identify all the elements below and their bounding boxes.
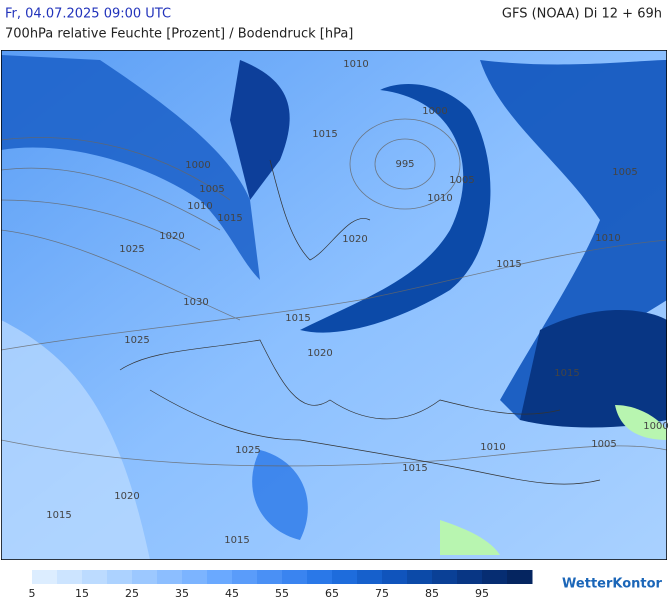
colorbar-bin [332, 570, 358, 584]
colorbar-bin [357, 570, 383, 584]
humidity-area [1, 55, 260, 280]
datetime: Fr, 04.07.2025 09:00 UTC [5, 7, 171, 22]
dry-area [615, 405, 667, 440]
humidity-area [480, 60, 667, 420]
colorbar-tick-label: 55 [275, 587, 289, 600]
logo: WetterKontor [562, 577, 663, 592]
isobar-label: 1020 [114, 491, 139, 502]
colorbar-bin [507, 570, 533, 584]
humidity-area [252, 450, 308, 540]
colorbar-bin [182, 570, 208, 584]
colorbar-tick-label: 25 [125, 587, 139, 600]
colorbar-bin [157, 570, 183, 584]
colorbar-bin [432, 570, 458, 584]
colorbar-bin [307, 570, 333, 584]
isobars [1, 118, 667, 467]
dry-area [440, 520, 500, 555]
colorbar-bin [232, 570, 258, 584]
isobar-label: 1025 [119, 244, 144, 255]
isobar-label: 1015 [402, 463, 427, 474]
colorbar-tick-label: 35 [175, 587, 189, 600]
colorbar-tick-label: 75 [375, 587, 389, 600]
isobar-label: 1015 [554, 368, 579, 379]
colorbar-bin [82, 570, 108, 584]
isobar-label: 1015 [46, 510, 71, 521]
isobar-label: 1025 [124, 335, 149, 346]
colorbar-bin [107, 570, 133, 584]
colorbar-tick-label: 65 [325, 587, 339, 600]
isobar-label: 1015 [496, 259, 521, 270]
isobar-label: 1010 [480, 442, 505, 453]
isobar-label: 995 [395, 159, 414, 170]
map [1, 50, 667, 560]
colorbar-bin [207, 570, 233, 584]
isobar-label: 1000 [185, 160, 210, 171]
isobar-label: 1000 [643, 421, 668, 432]
isobar-label: 1015 [285, 313, 310, 324]
humidity-area [520, 310, 667, 428]
isobar-label: 1010 [595, 233, 620, 244]
colorbar-tick-label: 5 [29, 587, 36, 600]
isobar-label: 1025 [235, 445, 260, 456]
isobar-label: 1015 [224, 535, 249, 546]
colorbar-bin [382, 570, 408, 584]
colorbar-tick-label: 45 [225, 587, 239, 600]
colorbar-bin [457, 570, 483, 584]
isobar-label: 1005 [199, 184, 224, 195]
isobar-label: 1005 [449, 175, 474, 186]
colorbar-tick-label: 95 [475, 587, 489, 600]
isobar-label: 1005 [591, 439, 616, 450]
colorbar-bin [32, 570, 58, 584]
isobar-label: 1020 [307, 348, 332, 359]
humidity-area [300, 84, 491, 333]
colorbar-bin [407, 570, 433, 584]
colorbar-bin [57, 570, 83, 584]
isobar-label: 1010 [343, 59, 368, 70]
model-run: GFS (NOAA) Di 12 + 69h [502, 7, 662, 22]
coastlines [119, 159, 601, 485]
humidity-area [1, 320, 150, 560]
isobar-label: 1020 [342, 234, 367, 245]
colorbar-bin [482, 570, 508, 584]
subtitle: 700hPa relative Feuchte [Prozent] / Bode… [5, 27, 353, 42]
isobar-label: 1005 [612, 167, 637, 178]
isobar-label: 1010 [427, 193, 452, 204]
isobar-label: 1000 [422, 106, 447, 117]
isobar-label: 1030 [183, 297, 208, 308]
colorbar-bin [257, 570, 283, 584]
isobar-label: 1010 [187, 201, 212, 212]
colorbar-bin [132, 570, 158, 584]
isobar-label: 1015 [217, 213, 242, 224]
colorbar-tick-label: 15 [75, 587, 89, 600]
isobar-label: 1020 [159, 231, 184, 242]
colorbar-tick-label: 85 [425, 587, 439, 600]
isobar-label: 1015 [312, 129, 337, 140]
colorbar-bin [282, 570, 308, 584]
humidity-area [230, 60, 290, 200]
